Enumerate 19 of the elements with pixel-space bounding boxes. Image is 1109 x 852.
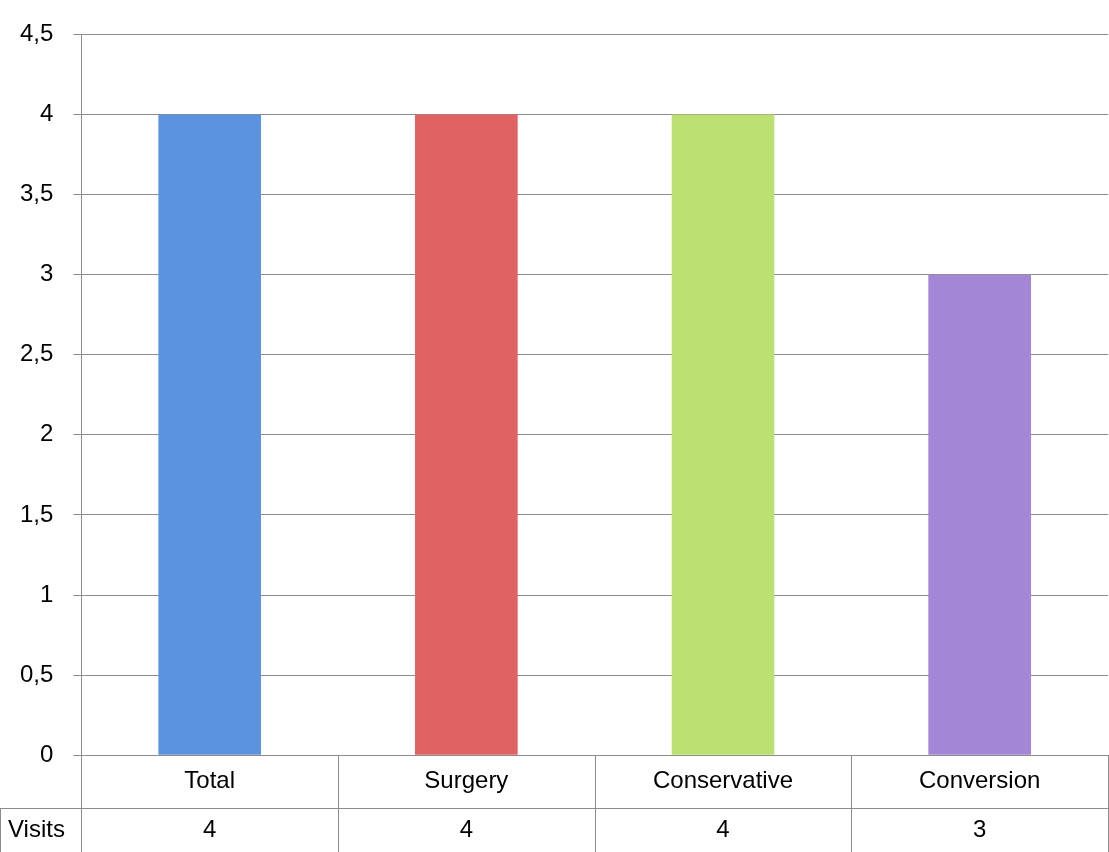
y-tick-label: 1,5 — [19, 499, 54, 527]
y-tick-label: 0,5 — [19, 659, 54, 687]
y-tick-label: 4,5 — [19, 19, 54, 47]
x-tick-label: Total — [184, 766, 236, 794]
y-tick-label: 3 — [40, 259, 54, 287]
text: Visits — [8, 814, 65, 842]
y-tick-label: 4 — [40, 99, 54, 127]
data-label: 4 — [203, 814, 217, 842]
data-label: 3 — [972, 814, 987, 842]
data-label: 4 — [716, 814, 730, 842]
y-tick-label: 2 — [40, 419, 54, 447]
y-tick-label: 2,5 — [19, 339, 54, 367]
x-tick-label: Surgery — [424, 766, 509, 794]
y-tick-label: 0 — [40, 739, 54, 767]
y-tick-label: 3,5 — [19, 179, 54, 207]
y-tick-label: 1 — [40, 579, 54, 607]
x-tick-label: Conservative — [652, 766, 794, 794]
x-tick-label: Conversion — [918, 766, 1041, 794]
data-label: 4 — [459, 814, 474, 842]
